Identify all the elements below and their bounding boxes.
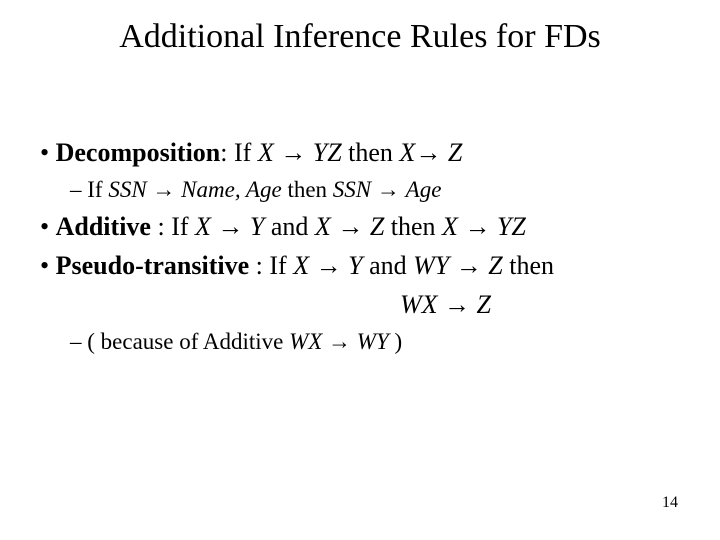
- var: Name, Age: [181, 177, 282, 202]
- var: WY: [413, 251, 449, 280]
- arrow-icon: →: [331, 212, 370, 241]
- text: then: [282, 177, 333, 202]
- slide-content: Decomposition: If X → YZ then X→ Z If SS…: [40, 135, 680, 361]
- var: X: [293, 251, 309, 280]
- var: Age: [406, 177, 442, 202]
- var: X: [315, 212, 331, 241]
- arrow-icon: →: [274, 138, 313, 167]
- var: X: [258, 138, 274, 167]
- text: ( because of Additive: [87, 329, 289, 354]
- var: SSN: [108, 177, 146, 202]
- var: SSN: [333, 177, 371, 202]
- var: YZ: [497, 212, 526, 241]
- rule-pseudo-transitive-explain: ( because of Additive WX → WY ): [40, 326, 680, 357]
- rule-pseudo-transitive: Pseudo-transitive : If X → Y and WY → Z …: [40, 248, 680, 283]
- var: X: [195, 212, 211, 241]
- text: If: [87, 177, 108, 202]
- arrow-icon: →: [371, 177, 406, 202]
- arrow-icon: →: [322, 329, 357, 354]
- var: Y: [348, 251, 362, 280]
- text: If: [269, 251, 293, 280]
- page-number: 14: [662, 494, 678, 512]
- rule-label: Additive: [56, 212, 151, 241]
- text: then: [342, 138, 400, 167]
- var: X: [399, 138, 415, 167]
- text: If: [234, 138, 258, 167]
- var: Z: [477, 290, 491, 319]
- var: Z: [488, 251, 502, 280]
- var: YZ: [313, 138, 342, 167]
- var: Z: [448, 138, 462, 167]
- arrow-icon: →: [147, 177, 182, 202]
- arrow-icon: →: [438, 290, 477, 319]
- var: X: [442, 212, 458, 241]
- rule-additive: Additive : If X → Y and X → Z then X → Y…: [40, 209, 680, 244]
- var: WY: [357, 329, 389, 354]
- arrow-icon: →: [449, 251, 488, 280]
- text: and: [363, 251, 414, 280]
- rule-decomposition: Decomposition: If X → YZ then X→ Z: [40, 135, 680, 170]
- rule-decomposition-example: If SSN → Name, Age then SSN → Age: [40, 174, 680, 205]
- text: then: [503, 251, 554, 280]
- slide: Additional Inference Rules for FDs Decom…: [0, 0, 720, 540]
- slide-title: Additional Inference Rules for FDs: [0, 18, 720, 56]
- text: ): [389, 329, 402, 354]
- rule-pseudo-transitive-cont: WX → Z: [40, 287, 680, 322]
- var: Z: [370, 212, 384, 241]
- arrow-icon: →: [309, 251, 348, 280]
- rule-label: Pseudo-transitive: [56, 251, 250, 280]
- text: then: [384, 212, 442, 241]
- sep: :: [220, 138, 234, 167]
- text: If: [171, 212, 195, 241]
- rule-label: Decomposition: [56, 138, 221, 167]
- var: Y: [250, 212, 264, 241]
- sep: :: [249, 251, 269, 280]
- sep: :: [151, 212, 171, 241]
- text: and: [264, 212, 315, 241]
- arrow-icon: →: [458, 212, 497, 241]
- var: WX: [400, 290, 438, 319]
- var: WX: [289, 329, 322, 354]
- arrow-icon: →: [415, 138, 448, 167]
- arrow-icon: →: [211, 212, 250, 241]
